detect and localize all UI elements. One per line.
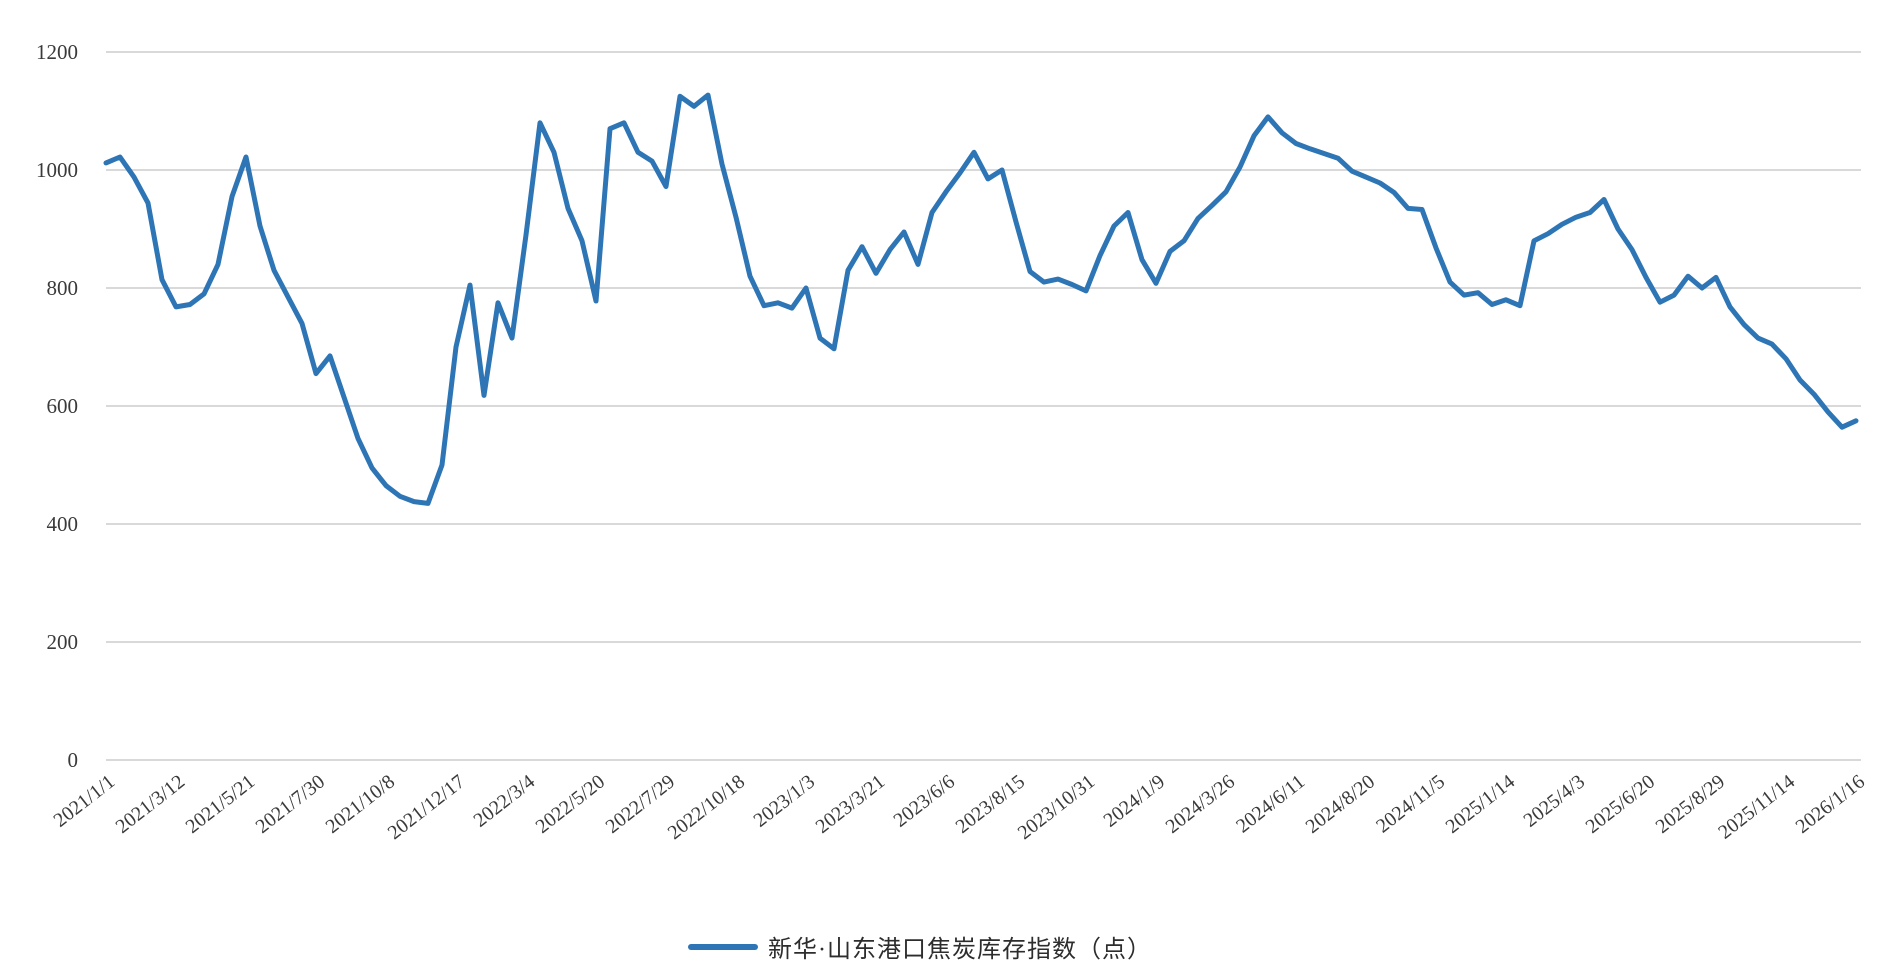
- y-axis-tick-label: 200: [47, 630, 79, 654]
- x-axis-tick-label: 2023/3/21: [812, 771, 889, 838]
- x-axis-tick-label: 2025/1/14: [1442, 771, 1519, 838]
- x-axis-tick-label: 2024/6/11: [1232, 771, 1309, 838]
- x-axis-tick-label: 2021/12/17: [384, 771, 469, 844]
- x-axis-tick-label: 2024/8/20: [1302, 771, 1379, 838]
- x-axis-tick-label: 2026/1/16: [1792, 771, 1869, 838]
- x-axis-tick-label: 2023/10/31: [1014, 771, 1099, 844]
- x-axis-tick-label: 2021/3/12: [112, 771, 189, 838]
- x-axis-tick-label: 2024/3/26: [1162, 771, 1239, 838]
- x-axis-tick-label: 2024/11/5: [1372, 771, 1449, 838]
- x-axis-tick-label: 2025/4/3: [1519, 771, 1589, 832]
- chart-legend: 新华·山东港口焦炭库存指数（点）: [688, 929, 1152, 964]
- legend-series-label: 新华·山东港口焦炭库存指数（点）: [768, 937, 1152, 963]
- x-axis-tick-label: 2021/7/30: [252, 771, 329, 838]
- y-axis-tick-label: 800: [47, 276, 79, 300]
- x-axis-tick-label: 2025/11/14: [1714, 771, 1799, 844]
- y-axis-tick-label: 0: [68, 748, 79, 772]
- legend-line-swatch: [688, 943, 758, 950]
- x-axis-tick-label: 2021/1/1: [49, 771, 119, 832]
- y-axis-tick-label: 1200: [36, 40, 78, 64]
- y-axis-tick-label: 400: [47, 512, 79, 536]
- y-axis-tick-label: 600: [47, 394, 79, 418]
- x-axis-tick-label: 2024/1/9: [1099, 771, 1169, 832]
- x-axis-tick-label: 2022/3/4: [469, 771, 539, 832]
- y-axis-tick-label: 1000: [36, 158, 78, 182]
- x-axis-tick-label: 2022/10/18: [664, 771, 749, 844]
- x-axis-tick-label: 2021/5/21: [182, 771, 259, 838]
- x-axis-tick-label: 2023/6/6: [889, 771, 959, 832]
- x-axis-tick-label: 2022/5/20: [532, 771, 609, 838]
- series-line: [103, 92, 1859, 506]
- x-axis-tick-label: 2025/6/20: [1582, 771, 1659, 838]
- x-axis-tick-label: 2023/1/3: [749, 771, 819, 832]
